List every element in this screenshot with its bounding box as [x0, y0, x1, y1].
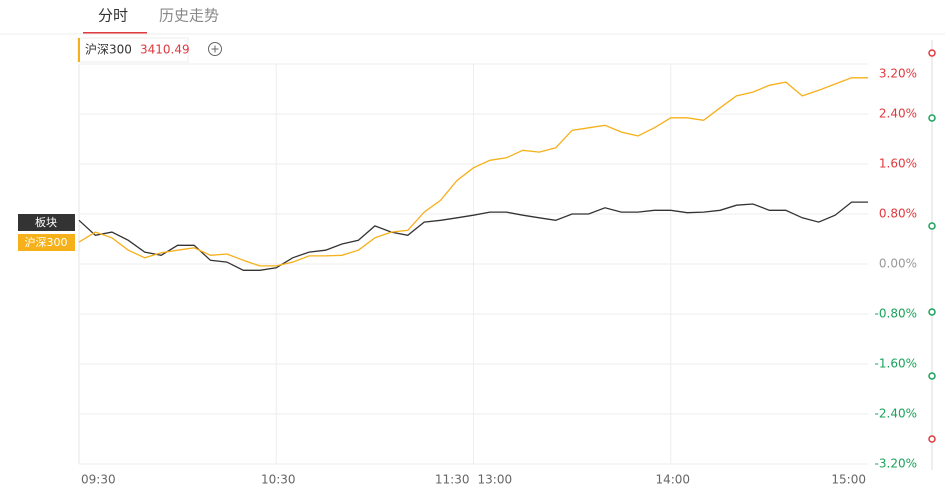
- legend-box: [18, 214, 75, 231]
- x-tick-label: 15:00: [831, 473, 866, 487]
- side-dot[interactable]: [928, 114, 936, 122]
- x-tick-label: 11:30: [435, 473, 470, 487]
- legend-box: [18, 234, 75, 251]
- y-tick-label: 2.40%: [879, 107, 917, 121]
- quote-marker: [78, 38, 80, 62]
- side-dot[interactable]: [928, 308, 936, 316]
- y-tick-label: -0.80%: [875, 307, 917, 321]
- x-tick-label: 13:00: [478, 473, 513, 487]
- tab[interactable]: 历史走势: [159, 7, 219, 25]
- y-tick-label: -3.20%: [875, 457, 917, 471]
- y-tick-label: 1.60%: [879, 157, 917, 171]
- y-tick-label: 0.00%: [879, 257, 917, 271]
- x-tick-label: 10:30: [261, 473, 296, 487]
- series-line: [78, 201, 868, 271]
- y-tick-label: 0.80%: [879, 207, 917, 221]
- y-tick-label: -2.40%: [875, 407, 917, 421]
- quote-name: 沪深300: [85, 43, 132, 57]
- y-tick-label: 3.20%: [879, 67, 917, 81]
- y-tick-label: -1.60%: [875, 357, 917, 371]
- add-icon[interactable]: [208, 42, 222, 56]
- side-dot[interactable]: [928, 222, 936, 230]
- quote-box: [77, 37, 189, 63]
- series-line: [78, 77, 868, 267]
- legend-label: 板块: [35, 215, 57, 229]
- side-dot[interactable]: [928, 372, 936, 380]
- quote-value: 3410.49: [140, 43, 190, 57]
- tab[interactable]: 分时: [98, 7, 128, 25]
- tab-underline: [83, 32, 147, 34]
- side-dot[interactable]: [928, 435, 936, 443]
- add-icon-plus: [211, 45, 219, 53]
- legend-label: 沪深300: [25, 235, 68, 249]
- x-tick-label: 09:30: [81, 473, 116, 487]
- x-tick-label: 14:00: [655, 473, 690, 487]
- side-dot[interactable]: [928, 49, 936, 57]
